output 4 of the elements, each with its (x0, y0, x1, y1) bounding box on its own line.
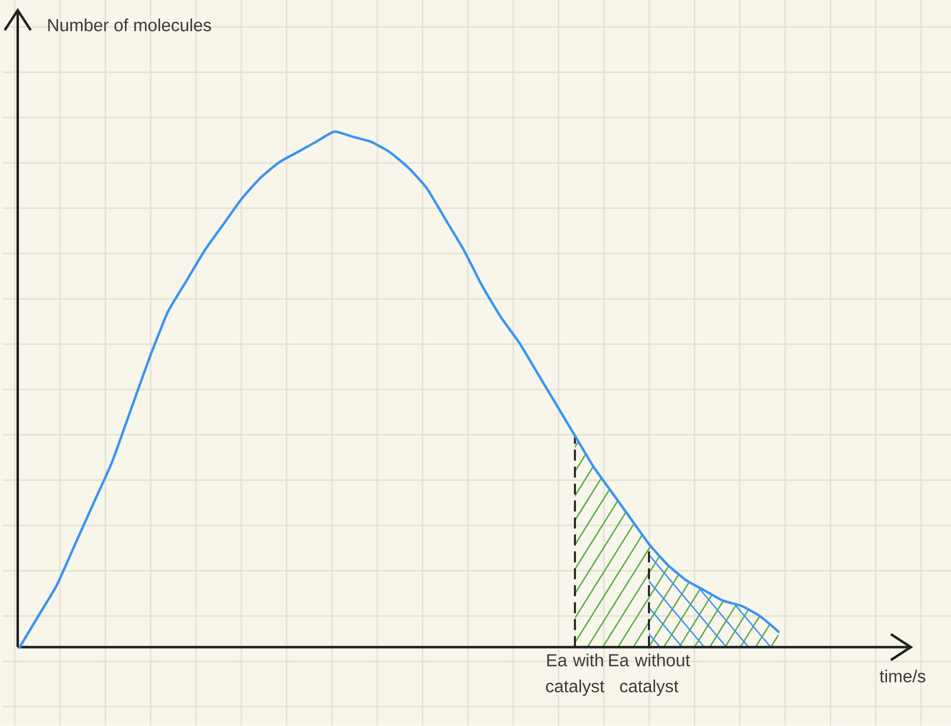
text: time/s (880, 670, 926, 682)
x-tick-label: Ea with catalyst (546, 654, 604, 696)
x-tick-label: Ea without catalyst (609, 654, 690, 696)
text: Number of molecules (48, 18, 212, 32)
